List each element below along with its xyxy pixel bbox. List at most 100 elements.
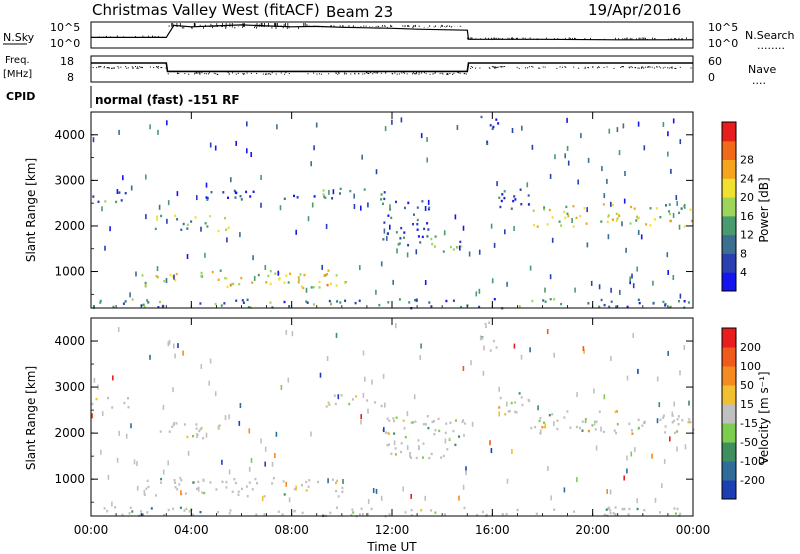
range-gate-cell xyxy=(122,302,125,305)
cpid-strip: CPID normal (fast) -151 RF xyxy=(6,86,240,108)
range-gate-cell xyxy=(419,241,422,244)
nave-dot xyxy=(141,66,143,68)
range-gate-cell xyxy=(672,275,675,280)
range-gate-cell xyxy=(209,142,212,148)
range-gate-cell xyxy=(548,414,551,417)
range-gate-cell xyxy=(326,283,329,287)
range-gate-cell xyxy=(111,501,113,507)
range-gate-cell xyxy=(461,420,464,424)
range-gate-cell xyxy=(629,279,631,285)
range-gate-cell xyxy=(217,278,220,281)
range-gate-cell xyxy=(160,214,163,218)
range-gate-cell xyxy=(412,223,414,226)
y-tick-label: 2000 xyxy=(54,219,85,233)
range-gate-cell xyxy=(165,278,168,283)
range-gate-cell xyxy=(180,490,182,496)
x-tick-label: 08:00 xyxy=(274,523,309,537)
range-gate-cell xyxy=(674,512,677,515)
nave-dot xyxy=(671,66,673,68)
nave-dot xyxy=(243,73,245,75)
range-gate-cell xyxy=(335,481,337,485)
nave-dot xyxy=(228,73,230,75)
range-gate-cell xyxy=(240,276,243,280)
range-gate-cell xyxy=(319,372,322,378)
colorbar-swatch xyxy=(722,423,736,443)
range-gate-cell xyxy=(549,298,552,301)
range-gate-cell xyxy=(145,174,147,180)
range-gate-cell xyxy=(587,302,590,305)
nave-dot xyxy=(199,73,201,75)
range-gate-cell xyxy=(614,410,617,414)
velocity-ylabel: Slant Range [km] xyxy=(24,366,38,470)
range-gate-cell xyxy=(359,265,361,271)
velocity-panel: 00:00 04:00 08:00 12:00 16:00 20:00 00:00 1000 2… xyxy=(24,317,771,537)
range-gate-cell xyxy=(305,489,308,492)
nave-dot xyxy=(642,66,644,68)
range-gate-cell xyxy=(520,354,523,360)
range-gate-cell xyxy=(322,189,325,192)
nave-dot xyxy=(432,73,434,75)
power-panel: 1000 2000 3000 4000 Slant Range [km] 4 8 12 16… xyxy=(24,111,771,310)
range-gate-cell xyxy=(649,224,652,227)
range-gate-cell xyxy=(614,506,617,509)
velocity-axes: 00:00 04:00 08:00 12:00 16:00 20:00 00:00 1000 2… xyxy=(54,317,710,537)
range-gate-cell xyxy=(288,305,291,308)
range-gate-cell xyxy=(375,169,378,175)
cpid-label: CPID xyxy=(6,90,35,103)
y-tick-label: 3000 xyxy=(54,380,85,394)
range-gate-cell xyxy=(382,238,385,241)
range-gate-cell xyxy=(506,401,508,407)
range-gate-cell xyxy=(538,419,541,423)
range-gate-cell xyxy=(422,456,424,459)
range-gate-cell xyxy=(584,418,587,424)
range-gate-cell xyxy=(199,510,202,514)
range-gate-cell xyxy=(117,327,120,332)
nave-dot xyxy=(592,66,594,68)
nave-dot xyxy=(565,66,567,68)
nave-dot xyxy=(103,67,105,69)
nave-dot xyxy=(638,67,640,69)
range-gate-cell xyxy=(323,195,326,198)
range-gate-cell xyxy=(478,249,481,255)
nave-dot xyxy=(134,66,136,68)
nave-dot xyxy=(413,73,415,75)
range-gate-cell xyxy=(636,507,639,511)
range-gate-cell xyxy=(564,153,566,159)
nave-dot xyxy=(446,73,448,75)
range-gate-cell xyxy=(430,509,433,512)
range-gate-cell xyxy=(615,212,618,216)
range-gate-cell xyxy=(144,281,147,285)
range-gate-cell xyxy=(156,215,159,218)
range-gate-cell xyxy=(257,273,260,277)
range-gate-cell xyxy=(380,495,383,501)
nave-dot xyxy=(418,73,420,75)
range-gate-cell xyxy=(217,511,220,514)
range-gate-cell xyxy=(573,510,576,513)
range-gate-cell xyxy=(109,226,111,232)
range-gate-cell xyxy=(200,226,202,232)
range-gate-cell xyxy=(223,302,226,305)
range-gate-cell xyxy=(571,218,573,223)
range-gate-cell xyxy=(387,214,390,217)
range-gate-cell xyxy=(483,345,485,351)
nave-dot xyxy=(516,66,518,68)
range-gate-cell xyxy=(141,274,144,277)
colorbar-tick-label: 100 xyxy=(740,360,761,373)
range-gate-cell xyxy=(610,287,612,293)
range-gate-cell xyxy=(361,513,364,516)
range-gate-cell xyxy=(485,513,488,517)
range-gate-cell xyxy=(116,189,119,194)
range-gate-cell xyxy=(97,384,99,390)
range-gate-cell xyxy=(640,234,643,240)
range-gate-cell xyxy=(631,432,634,435)
range-gate-cell xyxy=(563,210,566,214)
range-gate-cell xyxy=(176,191,179,197)
x-tick-label: 04:00 xyxy=(174,523,209,537)
nave-dot xyxy=(441,72,443,74)
colorbar-swatch xyxy=(722,234,736,254)
range-gate-cell xyxy=(206,197,209,200)
range-gate-cell xyxy=(203,491,206,495)
range-gate-cell xyxy=(672,118,675,124)
beam-label: Beam 23 xyxy=(326,3,393,21)
range-gate-cell xyxy=(621,221,623,227)
